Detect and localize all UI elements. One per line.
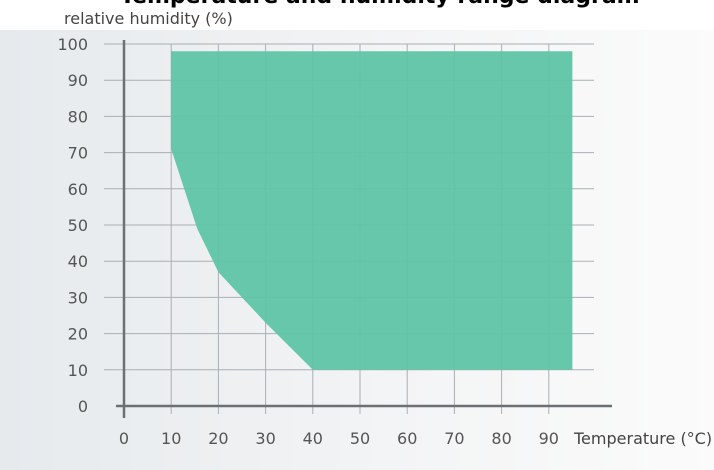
x-axis-label: Temperature (°C) [573, 429, 712, 448]
x-tick-label: 0 [119, 429, 129, 448]
y-tick-label: 20 [68, 325, 88, 344]
y-tick-label: 80 [68, 107, 88, 126]
x-tick-label: 70 [444, 429, 464, 448]
y-tick-labels: 0 10 20 30 40 50 60 70 80 90 100 [57, 35, 88, 416]
x-tick-label: 80 [491, 429, 511, 448]
x-tick-label: 10 [161, 429, 181, 448]
page-title-fragment: Temperature and humidity range diagram [120, 0, 640, 8]
x-tick-label: 50 [350, 429, 370, 448]
cut-off-page-title: Temperature and humidity range diagram [0, 0, 714, 8]
y-tick-label: 30 [68, 288, 88, 307]
y-tick-label: 70 [68, 144, 88, 163]
y-tick-label: 100 [57, 35, 88, 54]
x-tick-label: 30 [255, 429, 275, 448]
y-tick-label: 0 [78, 397, 88, 416]
operating-range-area [171, 51, 573, 370]
axes [116, 40, 612, 418]
y-tick-label: 60 [68, 180, 88, 199]
x-tick-label: 20 [208, 429, 228, 448]
y-tick-label: 90 [68, 71, 88, 90]
x-tick-label: 60 [397, 429, 417, 448]
x-tick-label: 90 [539, 429, 559, 448]
y-tick-label: 50 [68, 216, 88, 235]
x-tick-labels: 0 10 20 30 40 50 60 70 80 90 [119, 429, 559, 448]
y-axis-label: relative humidity (%) [64, 9, 233, 28]
x-tick-label: 40 [303, 429, 323, 448]
y-tick-label: 10 [68, 361, 88, 380]
y-tick-label: 40 [68, 252, 88, 271]
